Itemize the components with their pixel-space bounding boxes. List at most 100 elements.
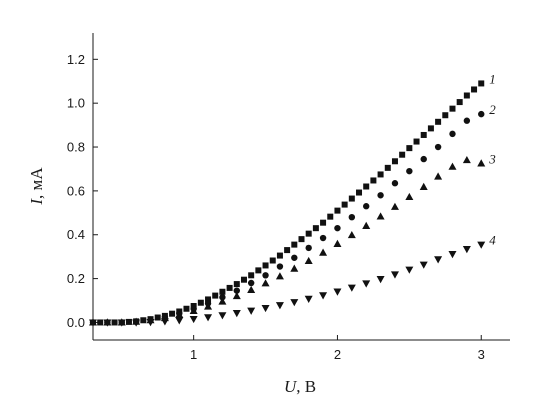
- data-point-square: [391, 158, 398, 165]
- data-point-triangle-up: [419, 182, 428, 190]
- data-point-circle: [247, 279, 255, 287]
- data-point-triangle-up: [247, 285, 256, 294]
- data-point-triangle-down: [275, 302, 284, 310]
- data-point-square: [341, 201, 348, 208]
- data-point-square: [427, 125, 434, 132]
- data-point-triangle-down: [347, 284, 356, 292]
- series-label: 2: [489, 102, 496, 117]
- data-point-square: [125, 318, 132, 325]
- data-point-square: [291, 241, 298, 248]
- x-axis-title: U, В: [284, 377, 316, 396]
- data-point-square: [305, 230, 312, 237]
- data-point-triangle-up: [232, 291, 241, 300]
- data-point-triangle-up: [304, 256, 313, 265]
- data-point-triangle-up: [376, 212, 385, 220]
- data-point-triangle-down: [189, 315, 198, 324]
- series-layer: [89, 80, 486, 327]
- y-tick-label: 0.2: [67, 271, 85, 286]
- data-point-square: [384, 164, 391, 171]
- series-labels: 1 2 3 4: [488, 71, 496, 247]
- data-point-square: [463, 92, 470, 99]
- data-point-square: [284, 247, 291, 254]
- data-point-square: [399, 151, 406, 158]
- data-point-triangle-up: [462, 155, 471, 164]
- data-point-triangle-down: [204, 314, 213, 322]
- data-point-triangle-down: [462, 245, 471, 254]
- data-point-circle: [262, 272, 269, 279]
- data-point-circle: [449, 130, 456, 138]
- data-point-triangle-up: [347, 230, 356, 239]
- data-point-square: [377, 171, 384, 178]
- series-2: [89, 110, 485, 326]
- data-point-square: [471, 86, 478, 93]
- data-point-square: [334, 207, 341, 214]
- data-point-square: [140, 317, 147, 324]
- data-point-square: [226, 284, 233, 291]
- data-point-triangle-down: [319, 292, 328, 300]
- data-point-triangle-down: [333, 288, 342, 296]
- data-point-square: [255, 267, 262, 274]
- data-point-square: [327, 213, 334, 220]
- data-point-triangle-up: [390, 202, 399, 210]
- data-point-circle: [305, 244, 312, 252]
- y-tick-label: 0.6: [67, 183, 85, 198]
- data-point-triangle-up: [448, 162, 457, 170]
- data-point-square: [97, 319, 104, 326]
- data-point-square: [197, 299, 204, 306]
- y-axis-title: I, мА: [27, 167, 46, 206]
- data-point-square: [233, 281, 240, 288]
- series-label: 4: [489, 233, 496, 248]
- data-point-circle: [233, 287, 240, 294]
- data-point-triangle-down: [261, 304, 270, 313]
- chart-axes: [92, 33, 510, 341]
- data-point-square: [111, 319, 118, 326]
- data-point-square: [219, 288, 226, 295]
- data-point-triangle-up: [477, 159, 486, 167]
- data-point-square: [154, 314, 161, 321]
- data-point-circle: [219, 294, 226, 301]
- data-point-circle: [291, 254, 298, 261]
- data-point-triangle-down: [477, 241, 486, 249]
- data-point-triangle-down: [390, 271, 399, 279]
- data-point-triangle-up: [204, 302, 213, 310]
- data-point-square: [456, 99, 463, 106]
- data-point-triangle-up: [189, 306, 198, 315]
- data-point-square: [240, 276, 247, 283]
- data-point-triangle-up: [362, 221, 371, 229]
- data-point-square: [356, 189, 363, 196]
- data-point-triangle-down: [419, 261, 428, 269]
- data-point-triangle-up: [319, 248, 328, 256]
- data-point-circle: [463, 117, 471, 124]
- y-tick-label: 0.4: [67, 227, 85, 242]
- data-point-triangle-down: [117, 319, 126, 327]
- data-point-triangle-down: [376, 276, 385, 284]
- data-point-square: [363, 183, 370, 190]
- series-3: [89, 155, 486, 326]
- data-point-circle: [363, 203, 370, 210]
- data-point-circle: [478, 110, 485, 118]
- data-point-circle: [319, 234, 327, 242]
- data-point-circle: [406, 167, 413, 175]
- data-point-triangle-down: [247, 307, 256, 315]
- data-point-triangle-up: [218, 297, 227, 305]
- data-point-square: [212, 292, 219, 299]
- data-point-circle: [391, 180, 399, 187]
- data-point-triangle-down: [218, 312, 227, 320]
- data-point-square: [413, 138, 420, 145]
- data-point-circle: [334, 224, 341, 232]
- data-point-square: [262, 262, 269, 269]
- data-point-triangle-down: [132, 319, 141, 327]
- data-point-triangle-down: [160, 318, 169, 326]
- data-point-square: [435, 118, 442, 125]
- x-ticks: 1 2 3: [190, 335, 485, 362]
- data-point-square: [442, 112, 449, 119]
- data-point-triangle-up: [333, 239, 342, 247]
- data-point-circle: [348, 214, 356, 221]
- series-label: 3: [488, 151, 496, 166]
- data-point-triangle-up: [434, 172, 443, 180]
- x-tick-label: 1: [190, 347, 197, 362]
- x-tick-label: 2: [334, 347, 341, 362]
- x-tick-label: 3: [478, 347, 485, 362]
- data-point-triangle-down: [362, 280, 371, 288]
